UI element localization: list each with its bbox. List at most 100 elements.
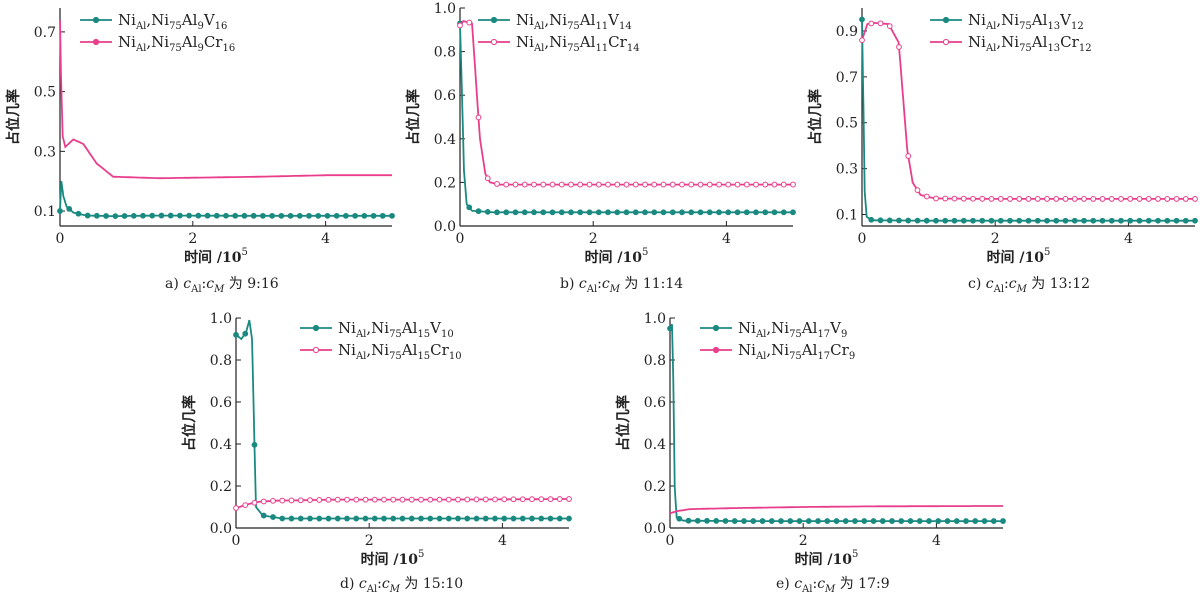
series-point	[1044, 217, 1050, 224]
panel-e: 0 2 4 0.0 0.2 0.4 0.6 0.8 1.0 时间 /105 占位几率 NiAl,Ni7…	[615, 311, 1006, 595]
series-point	[93, 212, 100, 219]
series-point	[859, 16, 865, 23]
series-point	[371, 515, 378, 522]
series-point	[688, 181, 695, 188]
series-point	[768, 518, 775, 524]
series-point	[595, 209, 602, 216]
series-point	[223, 212, 229, 219]
series-point	[297, 515, 304, 522]
y-tick-label: 0.8	[434, 45, 456, 61]
panel-caption: d) cAl:cM 为 15:10	[340, 576, 463, 595]
legend-swatch-marker	[490, 38, 498, 46]
series-point	[679, 209, 685, 216]
series-point	[796, 518, 803, 524]
series-point	[316, 515, 323, 522]
series-point	[614, 181, 621, 188]
series-point	[753, 209, 759, 216]
series-point	[466, 204, 473, 211]
series-line-1	[59, 180, 392, 217]
series-point	[805, 518, 812, 524]
series-point	[1053, 217, 1060, 224]
series-point	[475, 208, 482, 215]
series-point	[296, 212, 303, 219]
y-tick-label: 0.5	[34, 85, 56, 101]
y-tick-label: 0.8	[644, 353, 666, 369]
series-point	[270, 514, 276, 520]
series-point	[614, 209, 621, 216]
series-point	[722, 518, 729, 524]
series-point	[734, 181, 741, 188]
panel-b: 0 2 4 0.0 0.2 0.4 0.6 0.8 1.0 时间 /105 占位几率 NiAl,Ni7…	[405, 1, 796, 295]
series-point	[325, 515, 332, 522]
legend-label: NiAl,Ni75Al13V12	[968, 11, 1084, 32]
y-tick-label: 0.0	[210, 521, 232, 537]
series-point	[510, 496, 517, 503]
series-point	[725, 209, 732, 216]
legend-swatch-marker	[942, 38, 950, 46]
series-point	[1007, 217, 1013, 224]
series-point	[84, 212, 91, 219]
series-point	[1025, 196, 1032, 202]
series-point	[790, 209, 796, 216]
series-point	[914, 187, 921, 194]
series-point	[494, 209, 500, 216]
series-point	[501, 515, 508, 522]
series-point	[694, 517, 701, 524]
series-point	[445, 496, 452, 503]
y-tick-label: 0.4	[210, 437, 232, 453]
series-point	[333, 212, 340, 219]
series-point	[970, 217, 976, 224]
series-point	[269, 212, 276, 219]
series-point	[877, 217, 884, 224]
series-point	[436, 515, 443, 522]
series-point	[1071, 196, 1078, 202]
series-point	[750, 518, 757, 524]
series-point	[942, 195, 949, 202]
series-point	[886, 217, 893, 224]
series-point	[697, 209, 704, 216]
x-tick-label: 0	[858, 231, 867, 247]
series-point	[1000, 518, 1006, 524]
series-point	[242, 502, 249, 509]
series-point	[1007, 196, 1013, 202]
x-tick-label: 2	[188, 231, 197, 247]
series-point	[1081, 196, 1087, 202]
series-point	[905, 217, 912, 224]
series-point	[988, 217, 995, 224]
series-point	[464, 515, 471, 522]
y-tick-label: 0.2	[644, 479, 666, 495]
series-point	[1118, 217, 1124, 224]
series-point	[1016, 217, 1023, 224]
series-point	[605, 209, 611, 216]
series-point	[979, 195, 986, 202]
series-point	[970, 195, 976, 202]
series-point	[324, 212, 331, 219]
series-point	[595, 181, 602, 188]
series-point	[753, 181, 759, 188]
x-tick-label: 4	[1124, 231, 1133, 247]
series-point	[549, 209, 556, 216]
series-point	[390, 515, 397, 522]
y-tick-label: 0.6	[210, 395, 232, 411]
series-point	[482, 496, 489, 503]
series-point	[529, 515, 535, 522]
series-point	[288, 497, 295, 504]
series-point	[1090, 196, 1097, 202]
series-point	[492, 496, 498, 503]
series-point	[547, 496, 554, 503]
series-point	[868, 20, 875, 27]
series-point	[558, 181, 565, 188]
y-tick-label: 0.6	[434, 88, 456, 104]
series-point	[1182, 196, 1189, 202]
series-point	[418, 496, 424, 503]
series-point	[586, 181, 593, 188]
panel-d: 0 2 4 0.0 0.2 0.4 0.6 0.8 1.0 时间 /105 占位几率 NiAl,Ni7…	[181, 311, 572, 595]
series-point	[475, 114, 482, 121]
series-point	[352, 212, 359, 219]
series-point	[186, 212, 193, 219]
series-point	[75, 210, 82, 217]
y-tick-label: 0.4	[644, 437, 666, 453]
series-point	[306, 212, 312, 219]
x-tick-label: 4	[932, 533, 941, 549]
